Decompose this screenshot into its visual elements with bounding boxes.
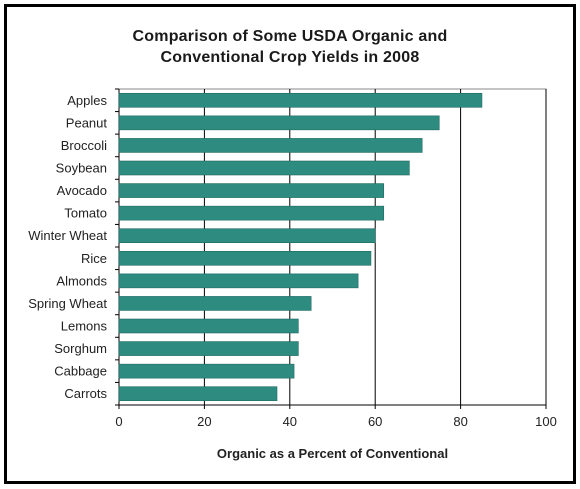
bar-lemons xyxy=(118,318,299,334)
category-label-tomato: Tomato xyxy=(64,206,107,221)
category-label-spring-wheat: Spring Wheat xyxy=(28,296,107,311)
category-label-apples: Apples xyxy=(67,93,107,108)
chart-title-line-1: Comparison of Some USDA Organic and xyxy=(132,28,448,45)
bar-apples xyxy=(118,92,483,108)
category-label-soybean: Soybean xyxy=(56,161,107,176)
bar-broccoli xyxy=(118,138,423,153)
x-tick-label-80: 80 xyxy=(453,414,467,429)
bar-sorghum xyxy=(118,341,299,356)
x-axis-title: Organic as a Percent of Conventional xyxy=(217,446,448,461)
category-label-carrots: Carrots xyxy=(64,386,107,401)
category-label-rice: Rice xyxy=(81,251,107,266)
category-label-winter-wheat: Winter Wheat xyxy=(28,228,107,243)
chart-title: Comparison of Some USDA Organic and Conv… xyxy=(0,26,580,68)
x-tick-label-0: 0 xyxy=(115,414,122,429)
bar-tomato xyxy=(118,205,385,221)
bar-spring-wheat xyxy=(118,296,312,311)
category-label-avocado: Avocado xyxy=(57,183,107,198)
category-label-sorghum: Sorghum xyxy=(54,341,107,356)
bar-peanut xyxy=(118,115,440,131)
category-label-almonds: Almonds xyxy=(56,273,107,288)
bar-avocado xyxy=(118,183,385,198)
x-tick-label-60: 60 xyxy=(368,414,382,429)
bar-winter-wheat xyxy=(118,228,376,244)
chart-title-line-2: Conventional Crop Yields in 2008 xyxy=(160,49,420,66)
x-tick-label-40: 40 xyxy=(283,414,297,429)
category-label-cabbage: Cabbage xyxy=(54,364,107,379)
plot-area xyxy=(118,88,547,406)
category-label-lemons: Lemons xyxy=(61,319,108,334)
bar-rice xyxy=(118,250,372,266)
category-label-broccoli: Broccoli xyxy=(61,138,107,153)
bar-cabbage xyxy=(118,363,295,379)
bar-almonds xyxy=(118,273,359,289)
x-tick-label-20: 20 xyxy=(197,414,211,429)
category-label-peanut: Peanut xyxy=(66,115,108,130)
bar-carrots xyxy=(118,386,278,402)
x-tick-label-100: 100 xyxy=(535,414,557,429)
bar-soybean xyxy=(118,160,410,176)
